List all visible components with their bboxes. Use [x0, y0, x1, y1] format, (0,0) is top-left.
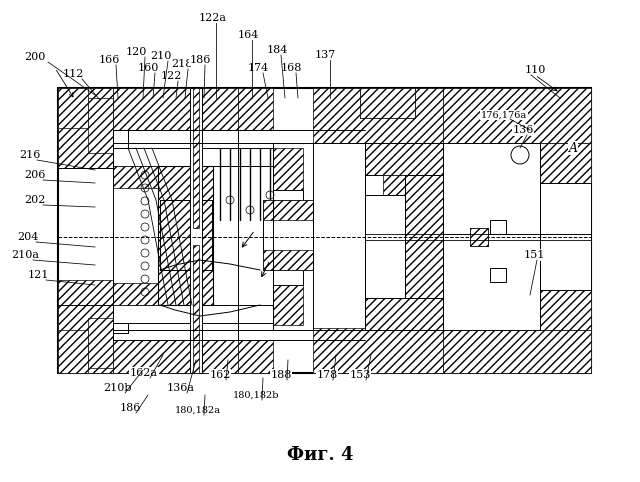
- Bar: [365, 143, 443, 175]
- Bar: [113, 305, 128, 333]
- Bar: [193, 245, 199, 373]
- Text: 174: 174: [248, 63, 269, 73]
- Text: Фиг. 4: Фиг. 4: [287, 446, 353, 464]
- Text: 178: 178: [316, 370, 338, 380]
- Bar: [365, 298, 443, 330]
- Bar: [365, 175, 443, 298]
- Text: 122: 122: [160, 71, 182, 81]
- Bar: [58, 330, 88, 373]
- Text: 216: 216: [19, 150, 41, 160]
- Bar: [88, 318, 113, 368]
- Text: 202: 202: [24, 195, 45, 205]
- Bar: [158, 166, 213, 305]
- Bar: [113, 283, 158, 305]
- Bar: [113, 148, 273, 166]
- Text: 162: 162: [209, 370, 230, 380]
- Text: 200: 200: [24, 52, 45, 62]
- Bar: [113, 88, 238, 130]
- Bar: [88, 98, 113, 153]
- Bar: [58, 88, 88, 128]
- Text: 166: 166: [99, 55, 120, 65]
- Text: 168: 168: [280, 63, 301, 73]
- Text: 153: 153: [349, 370, 371, 380]
- Text: 210b: 210b: [104, 383, 132, 393]
- Text: 151: 151: [524, 250, 545, 260]
- Bar: [158, 166, 213, 305]
- Text: 180,182a: 180,182a: [175, 405, 221, 415]
- Text: 110: 110: [524, 65, 546, 75]
- Text: 162a: 162a: [130, 368, 158, 378]
- Bar: [273, 190, 303, 285]
- Bar: [113, 166, 158, 188]
- Bar: [365, 195, 405, 298]
- Text: 188: 188: [270, 370, 292, 380]
- Text: 210: 210: [150, 51, 172, 61]
- Bar: [263, 250, 313, 270]
- Bar: [360, 88, 415, 118]
- Bar: [490, 268, 506, 282]
- Bar: [58, 88, 591, 373]
- Text: 112: 112: [62, 69, 84, 79]
- Text: 210a: 210a: [11, 250, 39, 260]
- Text: 137: 137: [314, 50, 335, 60]
- Bar: [405, 175, 443, 298]
- Bar: [443, 88, 591, 143]
- Bar: [238, 340, 273, 373]
- Text: 184: 184: [266, 45, 288, 55]
- Bar: [58, 88, 113, 168]
- Text: 218: 218: [172, 59, 193, 69]
- Bar: [263, 200, 313, 220]
- Text: 186: 186: [119, 403, 141, 413]
- Bar: [313, 328, 443, 373]
- Bar: [405, 175, 443, 298]
- Text: 136a: 136a: [167, 383, 195, 393]
- Text: 164: 164: [237, 30, 259, 40]
- Text: 204: 204: [17, 232, 38, 242]
- Text: 136: 136: [512, 125, 534, 135]
- Bar: [190, 88, 202, 373]
- Bar: [193, 88, 199, 228]
- Bar: [160, 200, 212, 270]
- Bar: [313, 88, 443, 143]
- Bar: [470, 228, 488, 246]
- Bar: [540, 183, 591, 290]
- Bar: [160, 200, 212, 270]
- Bar: [383, 175, 443, 195]
- Bar: [113, 340, 238, 373]
- Bar: [273, 148, 303, 190]
- Text: 121: 121: [28, 270, 49, 280]
- Text: 206: 206: [24, 170, 45, 180]
- Bar: [58, 280, 113, 373]
- Bar: [113, 305, 273, 323]
- Text: 122a: 122a: [199, 13, 227, 23]
- Bar: [238, 88, 273, 130]
- Bar: [443, 143, 591, 330]
- Bar: [540, 290, 591, 330]
- Text: A: A: [568, 142, 577, 155]
- Bar: [490, 220, 506, 234]
- Text: 120: 120: [125, 47, 147, 57]
- Bar: [263, 200, 313, 270]
- Text: 160: 160: [138, 63, 159, 73]
- Bar: [443, 328, 591, 373]
- Text: 180,182b: 180,182b: [233, 390, 279, 400]
- Text: 186: 186: [189, 55, 211, 65]
- Bar: [113, 130, 128, 165]
- Bar: [470, 228, 488, 246]
- Text: 176,176a: 176,176a: [481, 110, 527, 120]
- Bar: [273, 283, 303, 325]
- Bar: [360, 88, 415, 118]
- Bar: [383, 278, 443, 298]
- Bar: [540, 143, 591, 183]
